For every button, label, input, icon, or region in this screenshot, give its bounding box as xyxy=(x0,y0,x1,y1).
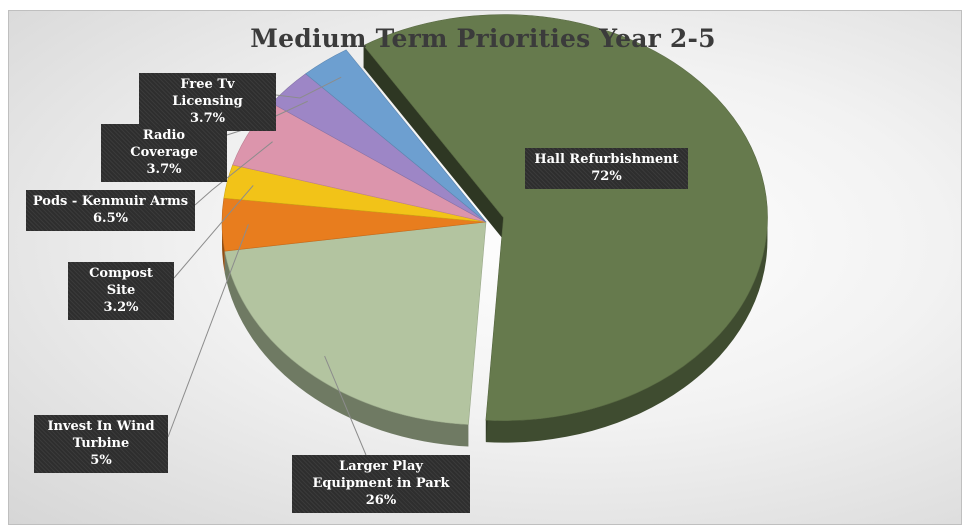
pie-slice-free-tv-licensing xyxy=(305,49,487,223)
pie-slice-hall-refurbishment xyxy=(363,14,768,421)
data-label-radio-coverage: Radio Coverage 3.7% xyxy=(101,124,227,182)
data-label-hall-refurbishment: Hall Refurbishment 72% xyxy=(525,148,688,189)
data-label-free-tv-licensing: Free Tv Licensing 3.7% xyxy=(139,73,276,131)
leader-line-6 xyxy=(275,76,342,99)
data-label-invest-in-wind-turbine: Invest In Wind Turbine 5% xyxy=(34,415,168,473)
leader-line-1 xyxy=(324,355,367,456)
pie-tops xyxy=(221,14,768,425)
pie-wall-0 xyxy=(363,45,504,240)
data-label-larger-play-equipment: Larger Play Equipment in Park 26% xyxy=(292,455,470,513)
pie-side-2 xyxy=(222,222,225,274)
pie-side-0 xyxy=(485,217,768,443)
data-label-compost-site: Compost Site 3.2% xyxy=(68,262,174,320)
leader-line-4 xyxy=(194,141,273,206)
pie-slice-larger-play-equipment-in-park xyxy=(224,221,487,425)
data-label-pods-kenmuir-arms: Pods - Kenmuir Arms 6.5% xyxy=(26,190,195,231)
chart-title: Medium Term Priorities Year 2-5 xyxy=(250,24,716,53)
leader-line-2 xyxy=(167,224,249,438)
leader-line-3 xyxy=(173,185,254,279)
